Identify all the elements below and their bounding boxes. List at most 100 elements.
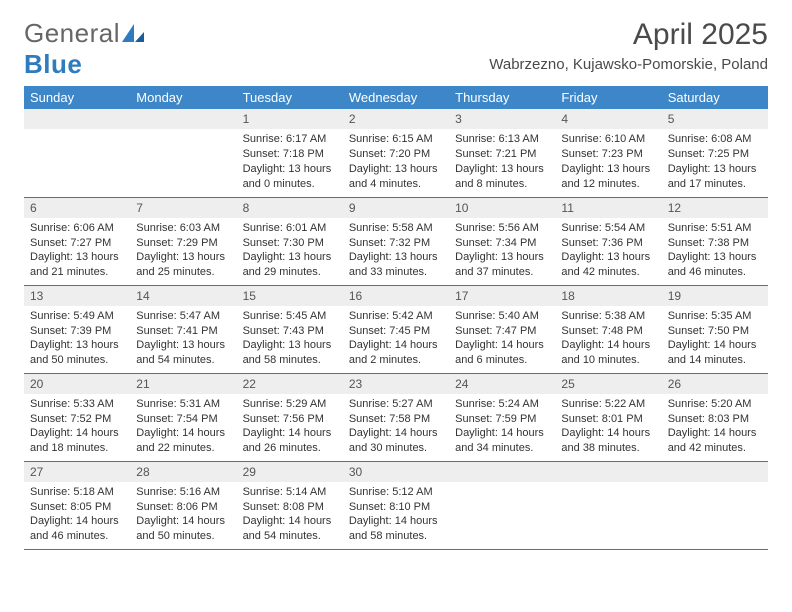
day-number <box>449 462 555 482</box>
day-details: Sunrise: 5:33 AMSunset: 7:52 PMDaylight:… <box>24 394 130 460</box>
calendar-cell: 27Sunrise: 5:18 AMSunset: 8:05 PMDayligh… <box>24 461 130 549</box>
day-number: 16 <box>343 286 449 306</box>
calendar-week: 20Sunrise: 5:33 AMSunset: 7:52 PMDayligh… <box>24 373 768 461</box>
calendar-cell: 9Sunrise: 5:58 AMSunset: 7:32 PMDaylight… <box>343 197 449 285</box>
daylight-text: Daylight: 14 hours and 50 minutes. <box>136 514 230 544</box>
sunrise-text: Sunrise: 5:51 AM <box>668 221 762 236</box>
sunrise-text: Sunrise: 5:38 AM <box>561 309 655 324</box>
sunset-text: Sunset: 7:20 PM <box>349 147 443 162</box>
daylight-text: Daylight: 14 hours and 26 minutes. <box>243 426 337 456</box>
sunrise-text: Sunrise: 6:01 AM <box>243 221 337 236</box>
sunrise-text: Sunrise: 5:20 AM <box>668 397 762 412</box>
calendar-cell: 6Sunrise: 6:06 AMSunset: 7:27 PMDaylight… <box>24 197 130 285</box>
day-number: 30 <box>343 462 449 482</box>
day-number: 27 <box>24 462 130 482</box>
day-header: Monday <box>130 86 236 109</box>
day-details: Sunrise: 5:40 AMSunset: 7:47 PMDaylight:… <box>449 306 555 372</box>
calendar-cell <box>449 461 555 549</box>
calendar-cell: 13Sunrise: 5:49 AMSunset: 7:39 PMDayligh… <box>24 285 130 373</box>
day-details: Sunrise: 5:27 AMSunset: 7:58 PMDaylight:… <box>343 394 449 460</box>
sunrise-text: Sunrise: 5:14 AM <box>243 485 337 500</box>
daylight-text: Daylight: 14 hours and 2 minutes. <box>349 338 443 368</box>
calendar-cell: 21Sunrise: 5:31 AMSunset: 7:54 PMDayligh… <box>130 373 236 461</box>
sunset-text: Sunset: 7:56 PM <box>243 412 337 427</box>
day-number: 8 <box>237 198 343 218</box>
day-details: Sunrise: 6:15 AMSunset: 7:20 PMDaylight:… <box>343 129 449 195</box>
calendar-table: SundayMondayTuesdayWednesdayThursdayFrid… <box>24 86 768 550</box>
day-details: Sunrise: 5:42 AMSunset: 7:45 PMDaylight:… <box>343 306 449 372</box>
sunrise-text: Sunrise: 5:58 AM <box>349 221 443 236</box>
sunset-text: Sunset: 7:52 PM <box>30 412 124 427</box>
calendar-head: SundayMondayTuesdayWednesdayThursdayFrid… <box>24 86 768 109</box>
daylight-text: Daylight: 14 hours and 42 minutes. <box>668 426 762 456</box>
day-number: 13 <box>24 286 130 306</box>
daylight-text: Daylight: 14 hours and 46 minutes. <box>30 514 124 544</box>
day-details: Sunrise: 5:54 AMSunset: 7:36 PMDaylight:… <box>555 218 661 284</box>
daylight-text: Daylight: 13 hours and 46 minutes. <box>668 250 762 280</box>
sunrise-text: Sunrise: 5:18 AM <box>30 485 124 500</box>
sunset-text: Sunset: 7:23 PM <box>561 147 655 162</box>
day-details: Sunrise: 6:10 AMSunset: 7:23 PMDaylight:… <box>555 129 661 195</box>
day-number: 10 <box>449 198 555 218</box>
day-header: Wednesday <box>343 86 449 109</box>
sunrise-text: Sunrise: 5:45 AM <box>243 309 337 324</box>
calendar-cell: 4Sunrise: 6:10 AMSunset: 7:23 PMDaylight… <box>555 109 661 197</box>
day-details: Sunrise: 5:12 AMSunset: 8:10 PMDaylight:… <box>343 482 449 548</box>
sunset-text: Sunset: 7:32 PM <box>349 236 443 251</box>
calendar-week: 1Sunrise: 6:17 AMSunset: 7:18 PMDaylight… <box>24 109 768 197</box>
sunset-text: Sunset: 7:43 PM <box>243 324 337 339</box>
calendar-cell <box>24 109 130 197</box>
daylight-text: Daylight: 13 hours and 21 minutes. <box>30 250 124 280</box>
sunset-text: Sunset: 7:38 PM <box>668 236 762 251</box>
calendar-cell: 7Sunrise: 6:03 AMSunset: 7:29 PMDaylight… <box>130 197 236 285</box>
sunset-text: Sunset: 7:34 PM <box>455 236 549 251</box>
day-number: 17 <box>449 286 555 306</box>
sunset-text: Sunset: 8:08 PM <box>243 500 337 515</box>
sunset-text: Sunset: 7:27 PM <box>30 236 124 251</box>
day-number: 2 <box>343 109 449 129</box>
sunrise-text: Sunrise: 5:27 AM <box>349 397 443 412</box>
day-details: Sunrise: 5:24 AMSunset: 7:59 PMDaylight:… <box>449 394 555 460</box>
calendar-cell: 3Sunrise: 6:13 AMSunset: 7:21 PMDaylight… <box>449 109 555 197</box>
calendar-cell: 16Sunrise: 5:42 AMSunset: 7:45 PMDayligh… <box>343 285 449 373</box>
sunrise-text: Sunrise: 6:10 AM <box>561 132 655 147</box>
sunset-text: Sunset: 7:29 PM <box>136 236 230 251</box>
day-details: Sunrise: 5:56 AMSunset: 7:34 PMDaylight:… <box>449 218 555 284</box>
day-details: Sunrise: 6:03 AMSunset: 7:29 PMDaylight:… <box>130 218 236 284</box>
sunset-text: Sunset: 7:50 PM <box>668 324 762 339</box>
sunset-text: Sunset: 7:48 PM <box>561 324 655 339</box>
brand-name: GeneralBlue <box>24 18 144 80</box>
sunrise-text: Sunrise: 5:16 AM <box>136 485 230 500</box>
calendar-cell: 22Sunrise: 5:29 AMSunset: 7:56 PMDayligh… <box>237 373 343 461</box>
calendar-cell: 12Sunrise: 5:51 AMSunset: 7:38 PMDayligh… <box>662 197 768 285</box>
sunrise-text: Sunrise: 5:31 AM <box>136 397 230 412</box>
day-number: 20 <box>24 374 130 394</box>
sunset-text: Sunset: 7:18 PM <box>243 147 337 162</box>
brand-left: General <box>24 18 120 48</box>
calendar-cell: 24Sunrise: 5:24 AMSunset: 7:59 PMDayligh… <box>449 373 555 461</box>
day-details: Sunrise: 5:16 AMSunset: 8:06 PMDaylight:… <box>130 482 236 548</box>
sunrise-text: Sunrise: 5:22 AM <box>561 397 655 412</box>
day-number: 24 <box>449 374 555 394</box>
daylight-text: Daylight: 14 hours and 38 minutes. <box>561 426 655 456</box>
sunset-text: Sunset: 8:06 PM <box>136 500 230 515</box>
daylight-text: Daylight: 14 hours and 30 minutes. <box>349 426 443 456</box>
sunset-text: Sunset: 7:59 PM <box>455 412 549 427</box>
sunset-text: Sunset: 7:21 PM <box>455 147 549 162</box>
calendar-cell: 10Sunrise: 5:56 AMSunset: 7:34 PMDayligh… <box>449 197 555 285</box>
calendar-week: 27Sunrise: 5:18 AMSunset: 8:05 PMDayligh… <box>24 461 768 549</box>
daylight-text: Daylight: 13 hours and 4 minutes. <box>349 162 443 192</box>
day-details <box>449 482 555 542</box>
sunrise-text: Sunrise: 6:03 AM <box>136 221 230 236</box>
calendar-week: 13Sunrise: 5:49 AMSunset: 7:39 PMDayligh… <box>24 285 768 373</box>
calendar-cell: 14Sunrise: 5:47 AMSunset: 7:41 PMDayligh… <box>130 285 236 373</box>
sunset-text: Sunset: 7:36 PM <box>561 236 655 251</box>
calendar-cell: 1Sunrise: 6:17 AMSunset: 7:18 PMDaylight… <box>237 109 343 197</box>
day-number: 7 <box>130 198 236 218</box>
day-details: Sunrise: 5:51 AMSunset: 7:38 PMDaylight:… <box>662 218 768 284</box>
sunset-text: Sunset: 7:41 PM <box>136 324 230 339</box>
sunrise-text: Sunrise: 5:54 AM <box>561 221 655 236</box>
day-number: 11 <box>555 198 661 218</box>
day-details: Sunrise: 5:18 AMSunset: 8:05 PMDaylight:… <box>24 482 130 548</box>
day-number: 26 <box>662 374 768 394</box>
